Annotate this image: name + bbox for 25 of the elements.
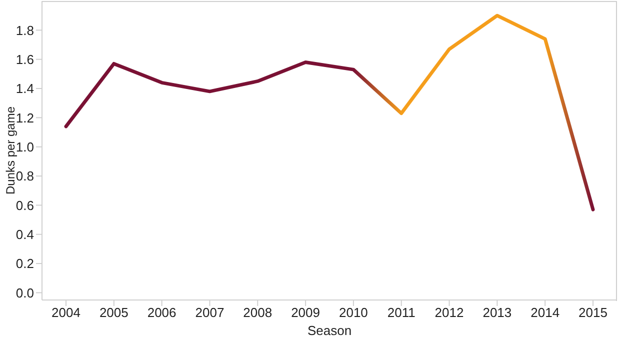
x-tick-label: 2007: [195, 305, 224, 320]
x-tick-label: 2008: [243, 305, 272, 320]
y-tick-label: 0.2: [16, 256, 34, 272]
x-tick-label: 2005: [99, 305, 128, 320]
x-axis-title: Season: [307, 323, 352, 337]
y-tick-label: 0.8: [16, 168, 34, 184]
x-tick-label: 2013: [482, 305, 512, 320]
y-tick-label: 0.6: [16, 198, 34, 213]
x-tick-label: 2015: [578, 305, 608, 320]
x-tick-label: 2012: [434, 305, 464, 320]
x-tick-label: 2004: [52, 305, 80, 320]
y-tick-label: 1.4: [16, 81, 34, 96]
y-tick-label: 1.2: [16, 110, 34, 126]
y-tick-label: 1.0: [16, 139, 34, 154]
x-tick-label: 2006: [147, 305, 176, 320]
y-tick-label: 0.0: [16, 285, 34, 300]
y-tick-label: 1.6: [16, 52, 34, 67]
line-series: [64, 14, 595, 212]
x-tick-label: 2010: [338, 305, 368, 320]
y-tick-label: 1.8: [16, 22, 34, 38]
x-tick-label: 2011: [387, 305, 416, 320]
x-tick-label: 2014: [530, 305, 560, 320]
y-tick-label: 0.4: [16, 226, 34, 242]
y-axis-title: Dunks per game: [3, 106, 18, 195]
x-tick-label: 2009: [291, 305, 320, 320]
